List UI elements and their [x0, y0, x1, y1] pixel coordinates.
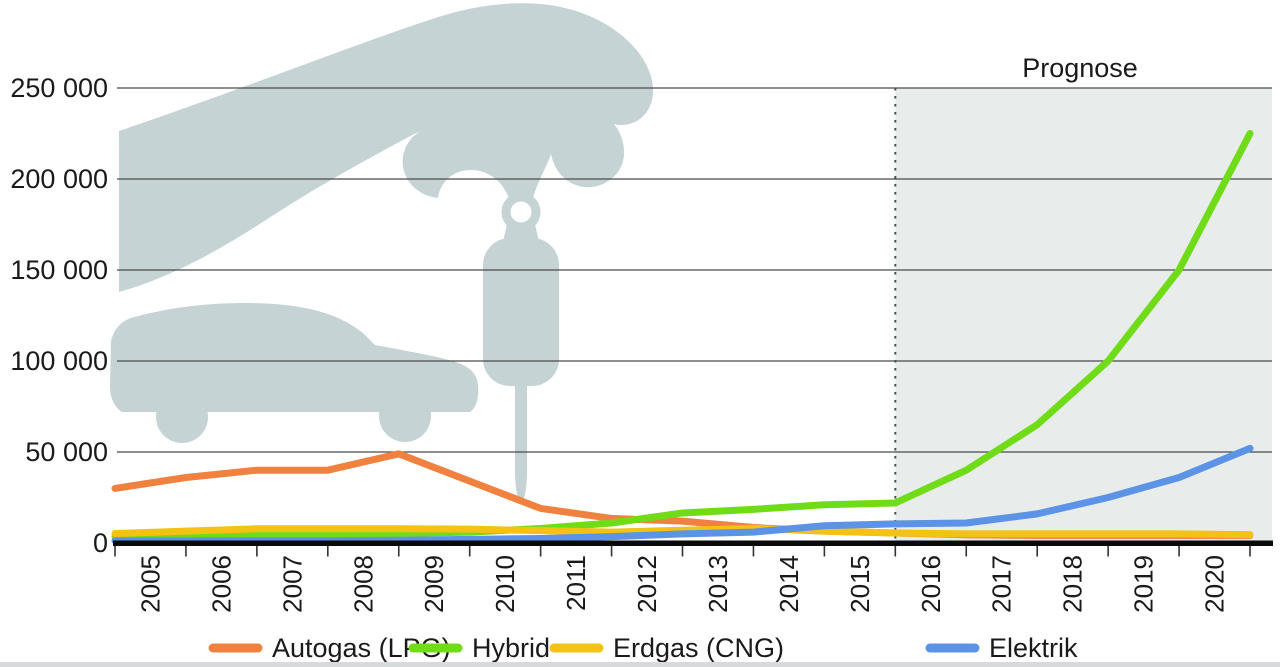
y-axis-labels: 0 50 000 100 000 150 000 200 000 250 000 [10, 73, 108, 558]
x-axis-label: 2012 [632, 555, 662, 613]
line-hybrid [111, 130, 1254, 541]
key-fob-silhouette [483, 238, 559, 386]
x-axis-label: 2009 [419, 555, 449, 613]
svg-text:250 000: 250 000 [10, 73, 108, 103]
key-fob-connector [503, 224, 539, 242]
x-axis-label: 2005 [135, 555, 165, 613]
x-axis-label: 2015 [845, 555, 875, 613]
x-axis-label: 2007 [277, 555, 307, 613]
x-axis-label: 2020 [1200, 555, 1230, 613]
car-rear-wheel [156, 391, 208, 443]
svg-text:0: 0 [93, 528, 108, 558]
x-axis-label: 2011 [561, 555, 591, 611]
legend: Autogas (LPG) Hybrid Erdgas (CNG) Elektrik [208, 633, 1078, 663]
x-axis-labels: 2005 2006 2007 2008 2009 2010 2011 2012 2013 2014… [135, 555, 1229, 613]
x-axis-label: 2018 [1058, 555, 1088, 613]
x-axis-label: 2008 [348, 555, 378, 613]
x-axis-label: 2010 [490, 555, 520, 613]
hand-arm-silhouette [119, 3, 654, 292]
x-axis-label: 2014 [774, 555, 804, 613]
forecast-label: Prognose [1022, 53, 1138, 83]
gridlines [117, 87, 1272, 453]
car-front-wheel [379, 390, 431, 442]
svg-text:50 000: 50 000 [25, 437, 108, 467]
legend-label: Elektrik [989, 633, 1078, 663]
x-axis-line [113, 540, 1273, 546]
hand-key-car-silhouette [110, 3, 654, 505]
legend-item: Elektrik [925, 633, 1078, 663]
legend-label: Erdgas (CNG) [613, 633, 784, 663]
legend-label: Hybrid [472, 633, 550, 663]
line-erdgas-cng [111, 524, 1254, 539]
x-axis-label: 2013 [703, 555, 733, 613]
bottom-border [0, 662, 1280, 667]
key-shaft-silhouette [515, 386, 527, 505]
x-axis-label: 2006 [206, 555, 236, 613]
legend-item: Autogas (LPG) [208, 633, 451, 663]
svg-text:150 000: 150 000 [10, 255, 108, 285]
x-axis-label: 2016 [916, 555, 946, 613]
key-ring-silhouette [501, 192, 541, 232]
svg-text:200 000: 200 000 [10, 164, 108, 194]
x-axis-label: 2019 [1129, 555, 1159, 613]
car-silhouette [110, 303, 479, 412]
legend-item: Hybrid [408, 633, 550, 663]
svg-text:100 000: 100 000 [10, 346, 108, 376]
legend-item: Erdgas (CNG) [549, 633, 784, 663]
x-axis-ticks [114, 546, 1251, 557]
x-axis-label: 2017 [987, 555, 1017, 613]
